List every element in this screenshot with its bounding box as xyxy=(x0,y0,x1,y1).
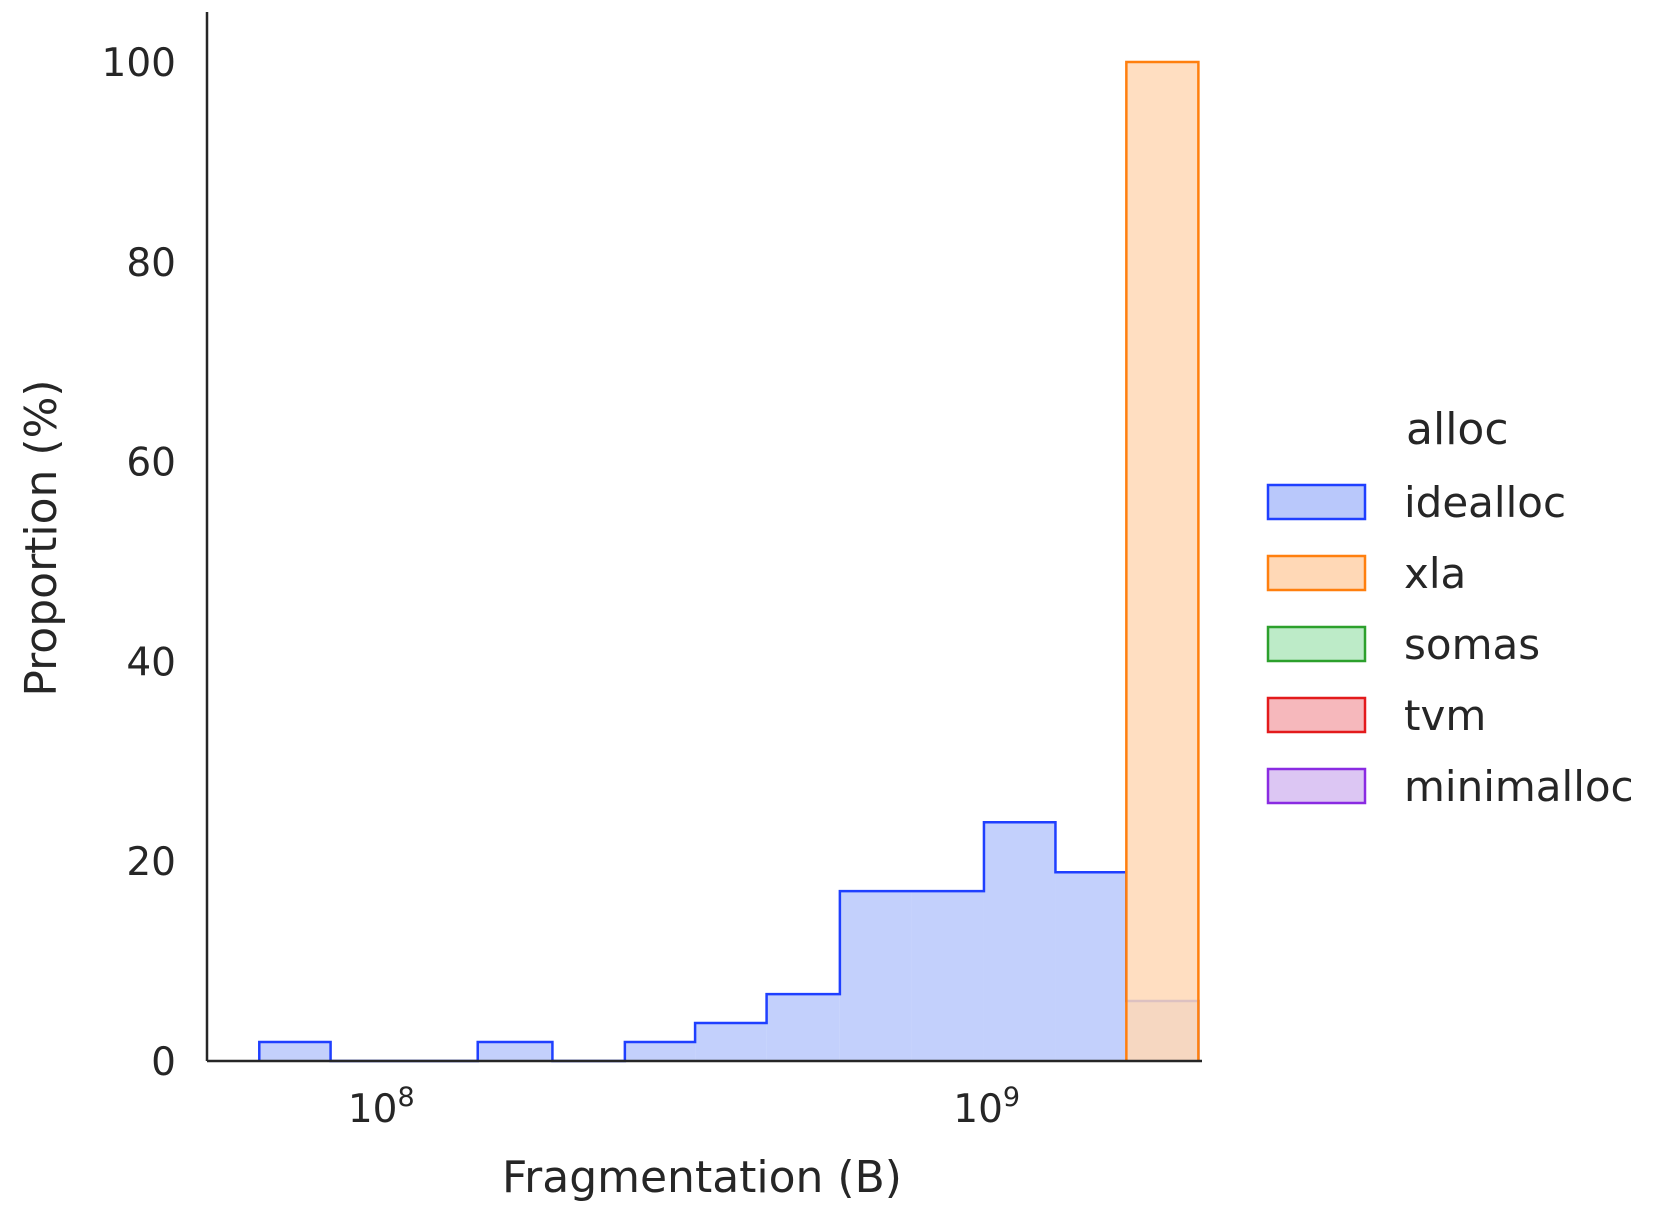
idealloc-bar-10 xyxy=(911,891,984,1061)
y-tick-label-80: 80 xyxy=(126,241,176,286)
idealloc-bar-4 xyxy=(477,1042,553,1061)
legend-swatch-somas xyxy=(1266,625,1367,663)
xla-bar-1 xyxy=(1126,62,1199,1061)
legend-label-idealloc: idealloc xyxy=(1404,478,1566,527)
x-tick-label-10-8: 108 xyxy=(348,1082,415,1132)
idealloc-bar-12 xyxy=(1055,872,1127,1061)
idealloc-bar-1 xyxy=(259,1042,331,1061)
x-ticks-layer: 108 109 xyxy=(348,1082,1020,1132)
legend-label-somas: somas xyxy=(1404,620,1540,669)
legend-entry-idealloc: idealloc xyxy=(1266,478,1566,527)
legend-title: alloc xyxy=(1406,404,1509,455)
y-tick-label-100: 100 xyxy=(102,41,176,86)
legend-entry-somas: somas xyxy=(1266,620,1540,669)
y-tick-label-60: 60 xyxy=(126,441,176,486)
legend-swatch-tvm xyxy=(1266,696,1367,734)
idealloc-bar-8 xyxy=(766,994,840,1061)
legend-label-tvm: tvm xyxy=(1404,691,1486,740)
y-axis-label: Proportion (%) xyxy=(16,379,67,696)
legend-label-xla: xla xyxy=(1404,549,1466,598)
legend-swatch-idealloc xyxy=(1266,483,1367,521)
y-tick-label-40: 40 xyxy=(126,640,176,685)
x-tick-label-10-9: 109 xyxy=(953,1082,1020,1132)
idealloc-bar-7 xyxy=(695,1023,767,1061)
legend-entries: idealloc xla somas tvm minimalloc xyxy=(1266,478,1634,811)
series-idealloc xyxy=(258,820,1200,1063)
legend-entry-tvm: tvm xyxy=(1266,691,1486,740)
idealloc-bar-9 xyxy=(839,891,912,1061)
legend-swatch-minimalloc xyxy=(1266,767,1367,805)
legend-label-minimalloc: minimalloc xyxy=(1404,762,1634,811)
legend-entry-minimalloc: minimalloc xyxy=(1266,762,1634,811)
bars-layer xyxy=(258,60,1200,1063)
legend-swatch-xla xyxy=(1266,554,1367,592)
y-tick-label-20: 20 xyxy=(126,840,176,885)
x-axis-label: Fragmentation (B) xyxy=(502,1152,902,1203)
series-xla xyxy=(1125,60,1200,1061)
xla-outline xyxy=(1125,60,1200,1061)
legend: alloc idealloc xla somas tvm minimalloc xyxy=(1266,404,1634,811)
legend-entry-xla: xla xyxy=(1266,549,1466,598)
y-tick-label-0: 0 xyxy=(151,1040,176,1085)
idealloc-bar-6 xyxy=(624,1042,696,1061)
y-ticks-layer: 0 20 40 60 80 100 xyxy=(102,41,176,1085)
idealloc-bar-11 xyxy=(983,822,1056,1061)
